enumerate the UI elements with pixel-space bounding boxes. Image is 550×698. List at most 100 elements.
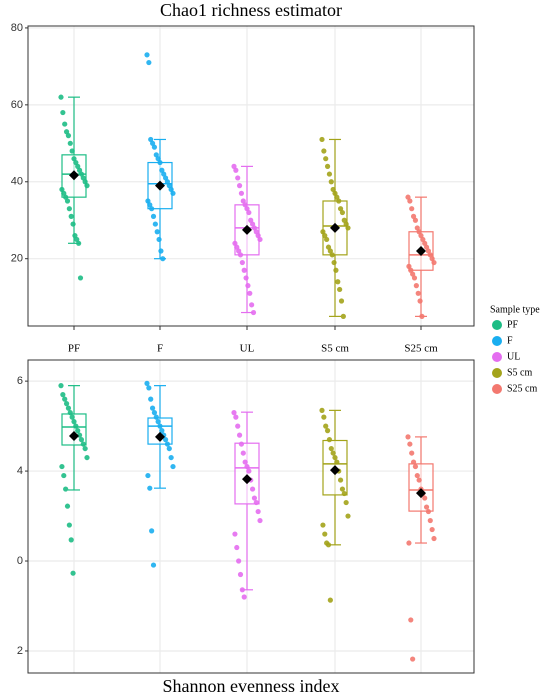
point xyxy=(420,236,426,243)
point xyxy=(149,528,155,534)
panel xyxy=(27,359,475,674)
point xyxy=(160,256,166,262)
point xyxy=(75,428,81,434)
point xyxy=(170,463,176,470)
legend-marker xyxy=(492,352,502,362)
point xyxy=(327,248,333,254)
point xyxy=(70,221,76,227)
point xyxy=(147,202,153,208)
point xyxy=(67,410,73,416)
point xyxy=(72,233,78,239)
point xyxy=(331,259,337,266)
mean-marker xyxy=(416,246,426,256)
y-tick-label: 2 xyxy=(17,645,23,657)
point xyxy=(59,186,65,193)
point xyxy=(145,472,151,479)
point xyxy=(166,445,172,452)
mean-marker xyxy=(242,474,252,485)
legend-label: F xyxy=(507,335,513,346)
point xyxy=(146,59,152,66)
point xyxy=(152,221,158,227)
point xyxy=(146,385,152,391)
point xyxy=(338,298,345,304)
legend-marker xyxy=(492,320,502,330)
point xyxy=(414,472,420,479)
point xyxy=(71,419,77,425)
point xyxy=(64,503,71,509)
point xyxy=(76,167,83,173)
point xyxy=(339,486,346,492)
point xyxy=(149,140,156,146)
point xyxy=(319,136,325,143)
point xyxy=(148,136,154,143)
point xyxy=(427,252,433,258)
point xyxy=(60,392,66,398)
mean-marker xyxy=(155,431,165,442)
point xyxy=(251,495,258,501)
point xyxy=(240,450,246,456)
x-tick-label: PF xyxy=(68,343,80,355)
point xyxy=(417,298,423,304)
point xyxy=(332,454,338,461)
mean-marker xyxy=(242,224,252,235)
point xyxy=(153,414,159,420)
point xyxy=(345,225,351,231)
point xyxy=(60,109,66,116)
point xyxy=(78,171,85,177)
point xyxy=(157,159,163,166)
point xyxy=(66,206,72,212)
point xyxy=(249,486,256,492)
point xyxy=(162,175,169,181)
y-tick-label: 80 xyxy=(11,22,23,34)
point xyxy=(257,517,263,524)
point xyxy=(244,206,250,212)
point xyxy=(341,217,347,223)
legend-marker xyxy=(492,368,502,378)
x-tick-label: S25 cm xyxy=(404,343,438,355)
point xyxy=(340,313,346,319)
point xyxy=(145,198,151,204)
point xyxy=(164,179,171,185)
point xyxy=(65,133,72,139)
point xyxy=(427,517,433,524)
point xyxy=(332,190,338,196)
point xyxy=(144,380,150,386)
point xyxy=(345,513,351,519)
legend-label: PF xyxy=(507,319,519,330)
point xyxy=(76,240,82,246)
point xyxy=(336,198,342,204)
point xyxy=(64,198,71,204)
point xyxy=(323,156,329,162)
point xyxy=(236,558,242,564)
point xyxy=(162,436,169,443)
point xyxy=(150,213,157,219)
point xyxy=(63,129,70,135)
point xyxy=(326,171,333,177)
point xyxy=(423,504,430,510)
point xyxy=(236,248,242,254)
point xyxy=(151,144,158,150)
point xyxy=(234,244,240,250)
point xyxy=(406,263,412,269)
point xyxy=(236,432,243,438)
point xyxy=(242,459,248,465)
point xyxy=(156,236,162,243)
point xyxy=(429,526,435,533)
point xyxy=(159,167,165,173)
point xyxy=(249,302,255,308)
point xyxy=(343,221,349,227)
point xyxy=(84,454,90,461)
y-tick-label: 6 xyxy=(17,375,23,387)
y-tick-label: 40 xyxy=(11,176,23,188)
point xyxy=(231,163,237,169)
point xyxy=(63,486,69,492)
point xyxy=(168,454,174,461)
point xyxy=(157,423,163,429)
point xyxy=(408,267,414,273)
point xyxy=(343,499,349,506)
point xyxy=(70,570,76,576)
y-tick-label: 4 xyxy=(17,465,23,477)
point xyxy=(408,617,414,623)
point xyxy=(170,190,176,196)
point xyxy=(339,209,346,216)
